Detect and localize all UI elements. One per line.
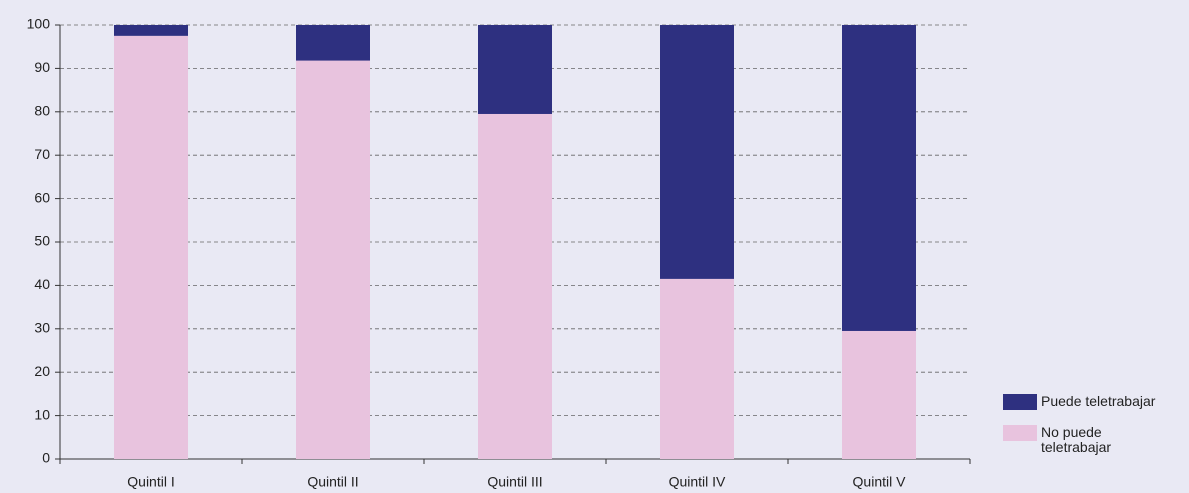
y-tick-label: 10 <box>34 406 50 422</box>
bar-segment <box>842 25 916 331</box>
y-tick-label: 0 <box>42 450 50 466</box>
bar-segment <box>660 278 734 459</box>
y-tick-label: 20 <box>34 363 50 379</box>
y-tick-label: 30 <box>34 320 50 336</box>
bar-segment <box>478 25 552 114</box>
legend-item: No puede teletrabajar <box>1003 425 1171 455</box>
y-tick-label: 70 <box>34 146 50 162</box>
x-tick-label: Quintil I <box>127 474 174 490</box>
bar-segment <box>296 60 370 459</box>
bar-segment <box>296 25 370 61</box>
x-tick-label: Quintil II <box>307 474 358 490</box>
x-tick-label: Quintil V <box>853 474 907 490</box>
y-tick-label: 80 <box>34 103 50 119</box>
legend-label: Puede teletrabajar <box>1041 393 1156 409</box>
legend-swatch <box>1003 425 1037 441</box>
bar-segment <box>114 25 188 36</box>
bar-segment <box>842 330 916 459</box>
legend-swatch <box>1003 394 1037 410</box>
y-tick-label: 40 <box>34 276 50 292</box>
y-tick-label: 90 <box>34 59 50 75</box>
y-tick-label: 50 <box>34 233 50 249</box>
bar-segment <box>114 35 188 459</box>
x-tick-label: Quintil III <box>487 474 542 490</box>
y-tick-label: 60 <box>34 189 50 205</box>
x-tick-label: Quintil IV <box>669 474 726 490</box>
legend-label: No puede teletrabajar <box>1041 424 1112 455</box>
bar-segment <box>478 113 552 459</box>
bar-segment <box>660 25 734 279</box>
legend-item: Puede teletrabajar <box>1003 394 1171 410</box>
y-tick-label: 100 <box>27 16 51 32</box>
